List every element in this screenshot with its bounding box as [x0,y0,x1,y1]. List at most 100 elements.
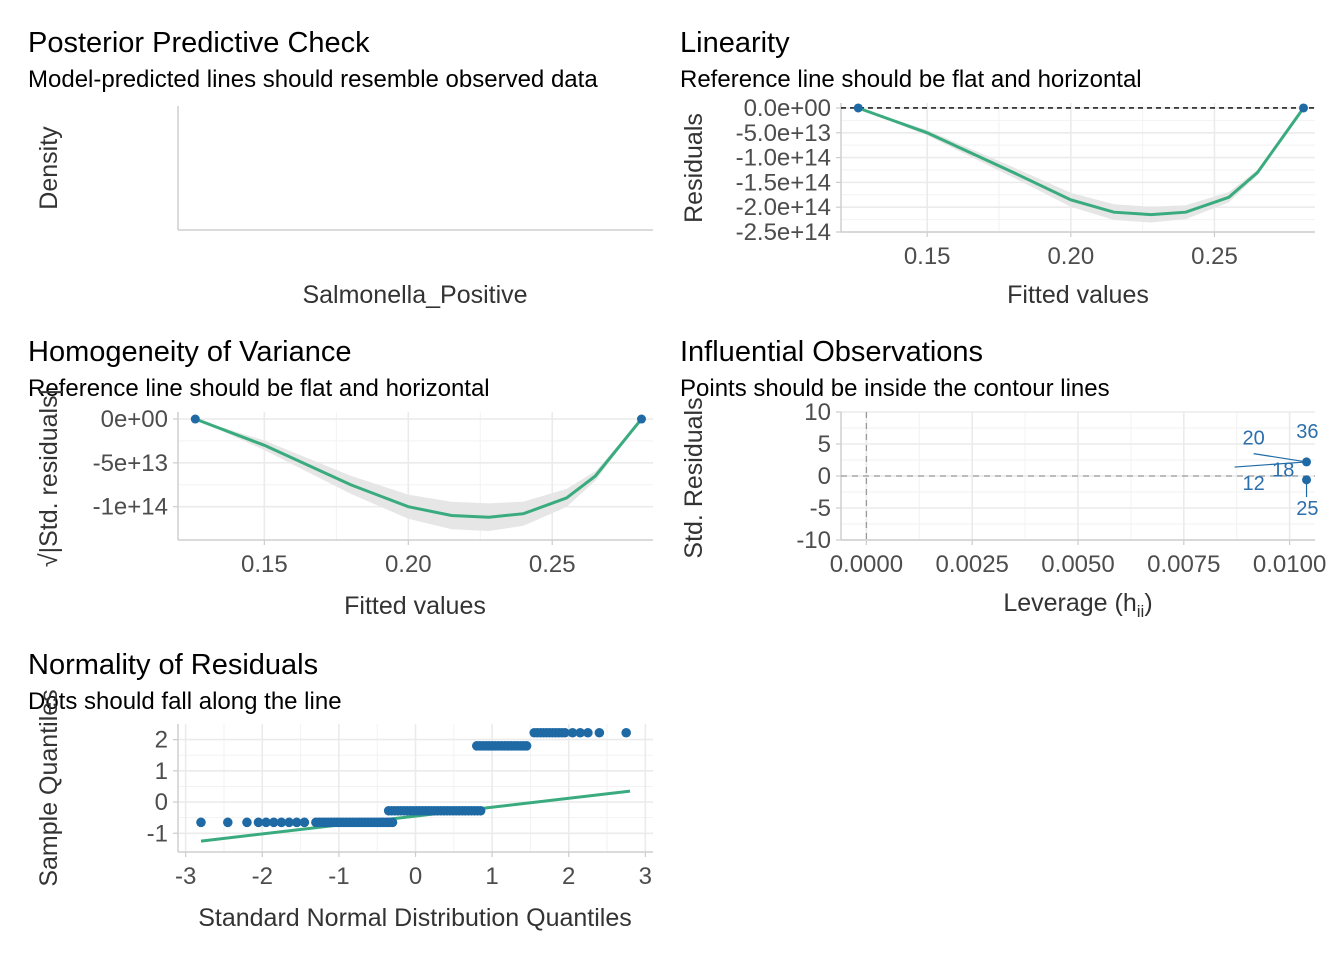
linearity-x-tick-label: 0.20 [1047,243,1094,270]
ppc-y-axis-title: Density [35,126,63,210]
normality-data-point [583,727,593,738]
linearity-y-tick-label: -1.0e+14 [736,145,831,172]
influential-y-tick-label: -10 [796,527,831,554]
panel-linearity: Linearity Reference line should be flat … [680,27,1315,309]
normality-data-point [222,817,233,828]
normality-data-point [475,805,486,816]
normality-data-point [284,817,294,828]
normality-plot-area: -3 -2 -1 0 1 2 3 2 1 0 -1 [147,724,653,890]
normality-y-tick-label: 2 [155,727,168,754]
homogeneity-confidence-band [195,419,642,531]
influential-title: Influential Observations [680,336,983,368]
homogeneity-y-tick-label: -5e+13 [93,450,168,477]
normality-data-point [196,817,206,828]
linearity-x-tick-label: 0.15 [904,243,951,270]
normality-x-tick-label: 1 [485,863,498,890]
influential-label-connector [1253,453,1307,463]
homogeneity-x-tick-label: 0.20 [385,551,432,578]
homogeneity-y-tick-label: -1e+14 [93,494,168,521]
normality-data-point [521,741,532,751]
normality-data-point [594,727,605,738]
normality-x-tick-label: -3 [175,863,196,890]
normality-data-point [387,817,398,828]
influential-data-point [1302,475,1312,485]
normality-data-point [253,817,264,828]
normality-title: Normality of Residuals [28,649,318,681]
influential-x-axis-title-main: Leverage (h [1003,589,1136,617]
normality-x-axis-title: Standard Normal Distribution Quantiles [198,904,632,932]
influential-y-tick-label: -5 [810,495,831,522]
linearity-confidence-band [858,108,1304,223]
normality-data-point [567,727,578,738]
linearity-data-point [853,103,863,113]
panel-homogeneity: Homogeneity of Variance Reference line s… [28,336,653,620]
influential-y-axis-title: Std. Residuals [680,397,708,558]
linearity-y-tick-label: -2.0e+14 [736,194,831,221]
linearity-plot-area: 0.15 0.20 0.25 0.0e+00-5.0e+13-1.0e+14-1.5e… [736,95,1315,270]
influential-point-label: 25 [1296,498,1318,520]
homogeneity-subtitle: Reference line should be flat and horizo… [28,375,490,402]
homogeneity-y-tick-label: 0e+00 [101,406,168,433]
influential-y-tick-label: 10 [804,399,831,426]
influential-point-label: 36 [1296,421,1318,443]
panel-influential: Influential Observations Points should b… [680,336,1326,621]
homogeneity-data-point [190,414,200,424]
influential-subtitle: Points should be inside the contour line… [680,375,1110,402]
linearity-y-tick-label: -1.5e+14 [736,169,831,196]
linearity-y-axis-title: Residuals [680,113,708,223]
influential-point-label: 18 [1272,460,1294,482]
influential-plot-area: 0.0000 0.0025 0.0050 0.0075 0.0100 10 5 0 -5 -10 3… [796,399,1326,578]
normality-data-point [291,817,302,828]
panel-ppc: Posterior Predictive Check Model-predict… [28,27,653,309]
normality-data-point [242,817,252,828]
homogeneity-data-point [636,414,646,424]
normality-x-tick-label: 3 [639,863,652,890]
influential-point-label: 20 [1243,428,1265,450]
normality-x-tick-label: -1 [328,863,349,890]
normality-data-point [299,817,310,828]
linearity-y-tick-label: 0.0e+00 [744,95,831,122]
influential-label-connector [1234,461,1307,468]
normality-y-tick-label: 0 [155,789,168,816]
ppc-title: Posterior Predictive Check [28,27,370,59]
homogeneity-x-tick-label: 0.25 [529,551,576,578]
linearity-data-point [1299,103,1309,113]
influential-x-tick-label: 0.0100 [1253,551,1326,578]
linearity-title: Linearity [680,27,790,59]
normality-y-tick-label: -1 [147,820,168,847]
linearity-subtitle: Reference line should be flat and horizo… [680,66,1142,93]
homogeneity-title: Homogeneity of Variance [28,336,351,368]
influential-data-point [1302,457,1312,467]
normality-data-point [621,727,631,738]
linearity-y-tick-label: -2.5e+14 [736,219,831,246]
influential-y-tick-label: 0 [818,463,831,490]
influential-x-axis-title-sub: ii [1137,602,1145,621]
normality-y-axis-title: Sample Quantiles [35,689,63,886]
linearity-y-tick-label: -5.0e+13 [736,120,831,147]
homogeneity-smooth-line [194,417,643,519]
homogeneity-plot-area: 0.15 0.20 0.25 0e+00 -5e+13 -1e+14 [93,406,653,578]
linearity-x-tick-label: 0.25 [1191,243,1238,270]
normality-qq-line [200,789,631,843]
panel-normality: Normality of Residuals Dots should fall … [28,649,653,932]
influential-x-axis-title-end: ) [1144,589,1152,617]
normality-y-tick-label: 1 [155,758,168,785]
normality-x-tick-label: 2 [562,863,575,890]
normality-data-point [268,817,279,828]
normality-data-point [261,817,271,828]
homogeneity-x-tick-label: 0.15 [241,551,288,578]
homogeneity-y-axis-title: √|Std. residuals| [35,389,63,567]
ppc-subtitle: Model-predicted lines should resemble ob… [28,66,598,93]
linearity-smooth-line [857,106,1305,217]
homogeneity-x-axis-title: Fitted values [344,592,486,620]
influential-x-tick-label: 0.0075 [1147,551,1220,578]
influential-x-tick-label: 0.0050 [1041,551,1114,578]
normality-data-point [560,727,570,738]
linearity-x-axis-title: Fitted values [1007,281,1149,309]
influential-x-axis-title: Leverage (hii) [1003,589,1152,621]
normality-data-point [575,727,586,738]
influential-x-tick-label: 0.0000 [830,551,903,578]
ppc-x-axis-title: Salmonella_Positive [302,281,527,309]
normality-x-tick-label: 0 [409,863,422,890]
